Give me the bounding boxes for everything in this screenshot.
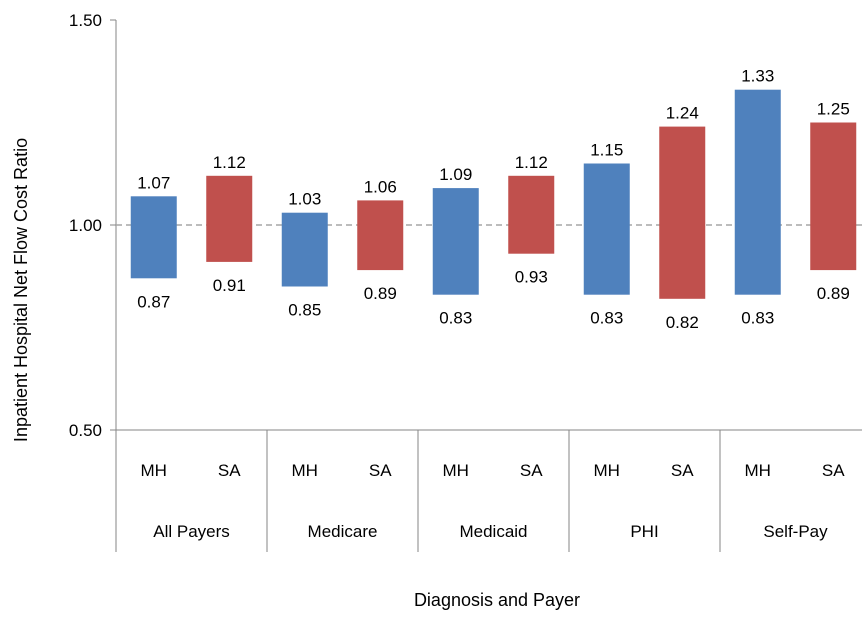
y-tick-label: 0.50: [69, 421, 102, 440]
low-value-label: 0.89: [364, 284, 397, 303]
y-tick-label: 1.50: [69, 11, 102, 30]
range-bar-sa: [357, 200, 404, 271]
high-value-label: 1.12: [213, 153, 246, 172]
high-value-label: 1.15: [590, 141, 623, 160]
high-value-label: 1.03: [288, 190, 321, 209]
range-bar-sa: [659, 126, 706, 299]
group-label: Medicare: [308, 522, 378, 541]
category-label: MH: [141, 461, 167, 480]
group-label: Medicaid: [459, 522, 527, 541]
y-axis-title: Inpatient Hospital Net Flow Cost Ratio: [11, 138, 31, 442]
range-bar-sa: [810, 122, 857, 271]
group-label: All Payers: [153, 522, 230, 541]
category-label: SA: [671, 461, 694, 480]
range-bar-mh: [281, 212, 328, 287]
category-label: MH: [745, 461, 771, 480]
category-label: MH: [443, 461, 469, 480]
group-label: PHI: [630, 522, 658, 541]
high-value-label: 1.33: [741, 67, 774, 86]
category-label: SA: [520, 461, 543, 480]
y-tick-label: 1.00: [69, 216, 102, 235]
high-value-label: 1.07: [137, 173, 170, 192]
category-label: MH: [292, 461, 318, 480]
group-label: Self-Pay: [763, 522, 828, 541]
category-label: SA: [369, 461, 392, 480]
range-bar-sa: [508, 175, 555, 254]
high-value-label: 1.25: [817, 100, 850, 119]
low-value-label: 0.85: [288, 301, 321, 320]
low-value-label: 0.89: [817, 284, 850, 303]
low-value-label: 0.83: [439, 309, 472, 328]
range-bar-mh: [432, 188, 479, 295]
category-label: SA: [822, 461, 845, 480]
labels: All Payers Medicare Medicaid PHI Self-Pay 1.0…: [137, 67, 850, 541]
range-bar-mh: [130, 196, 177, 279]
x-axis-title: Diagnosis and Payer: [414, 590, 580, 610]
high-value-label: 1.09: [439, 165, 472, 184]
low-value-label: 0.91: [213, 276, 246, 295]
low-value-label: 0.82: [666, 313, 699, 332]
low-value-label: 0.87: [137, 292, 170, 311]
low-value-label: 0.93: [515, 268, 548, 287]
bars: [130, 89, 857, 299]
high-value-label: 1.12: [515, 153, 548, 172]
low-value-label: 0.83: [590, 309, 623, 328]
high-value-label: 1.06: [364, 177, 397, 196]
category-label: MH: [594, 461, 620, 480]
high-value-label: 1.24: [666, 104, 699, 123]
range-bar-sa: [206, 175, 253, 262]
range-bar-mh: [734, 89, 781, 295]
range-bar-mh: [583, 163, 630, 295]
category-label: SA: [218, 461, 241, 480]
low-value-label: 0.83: [741, 309, 774, 328]
